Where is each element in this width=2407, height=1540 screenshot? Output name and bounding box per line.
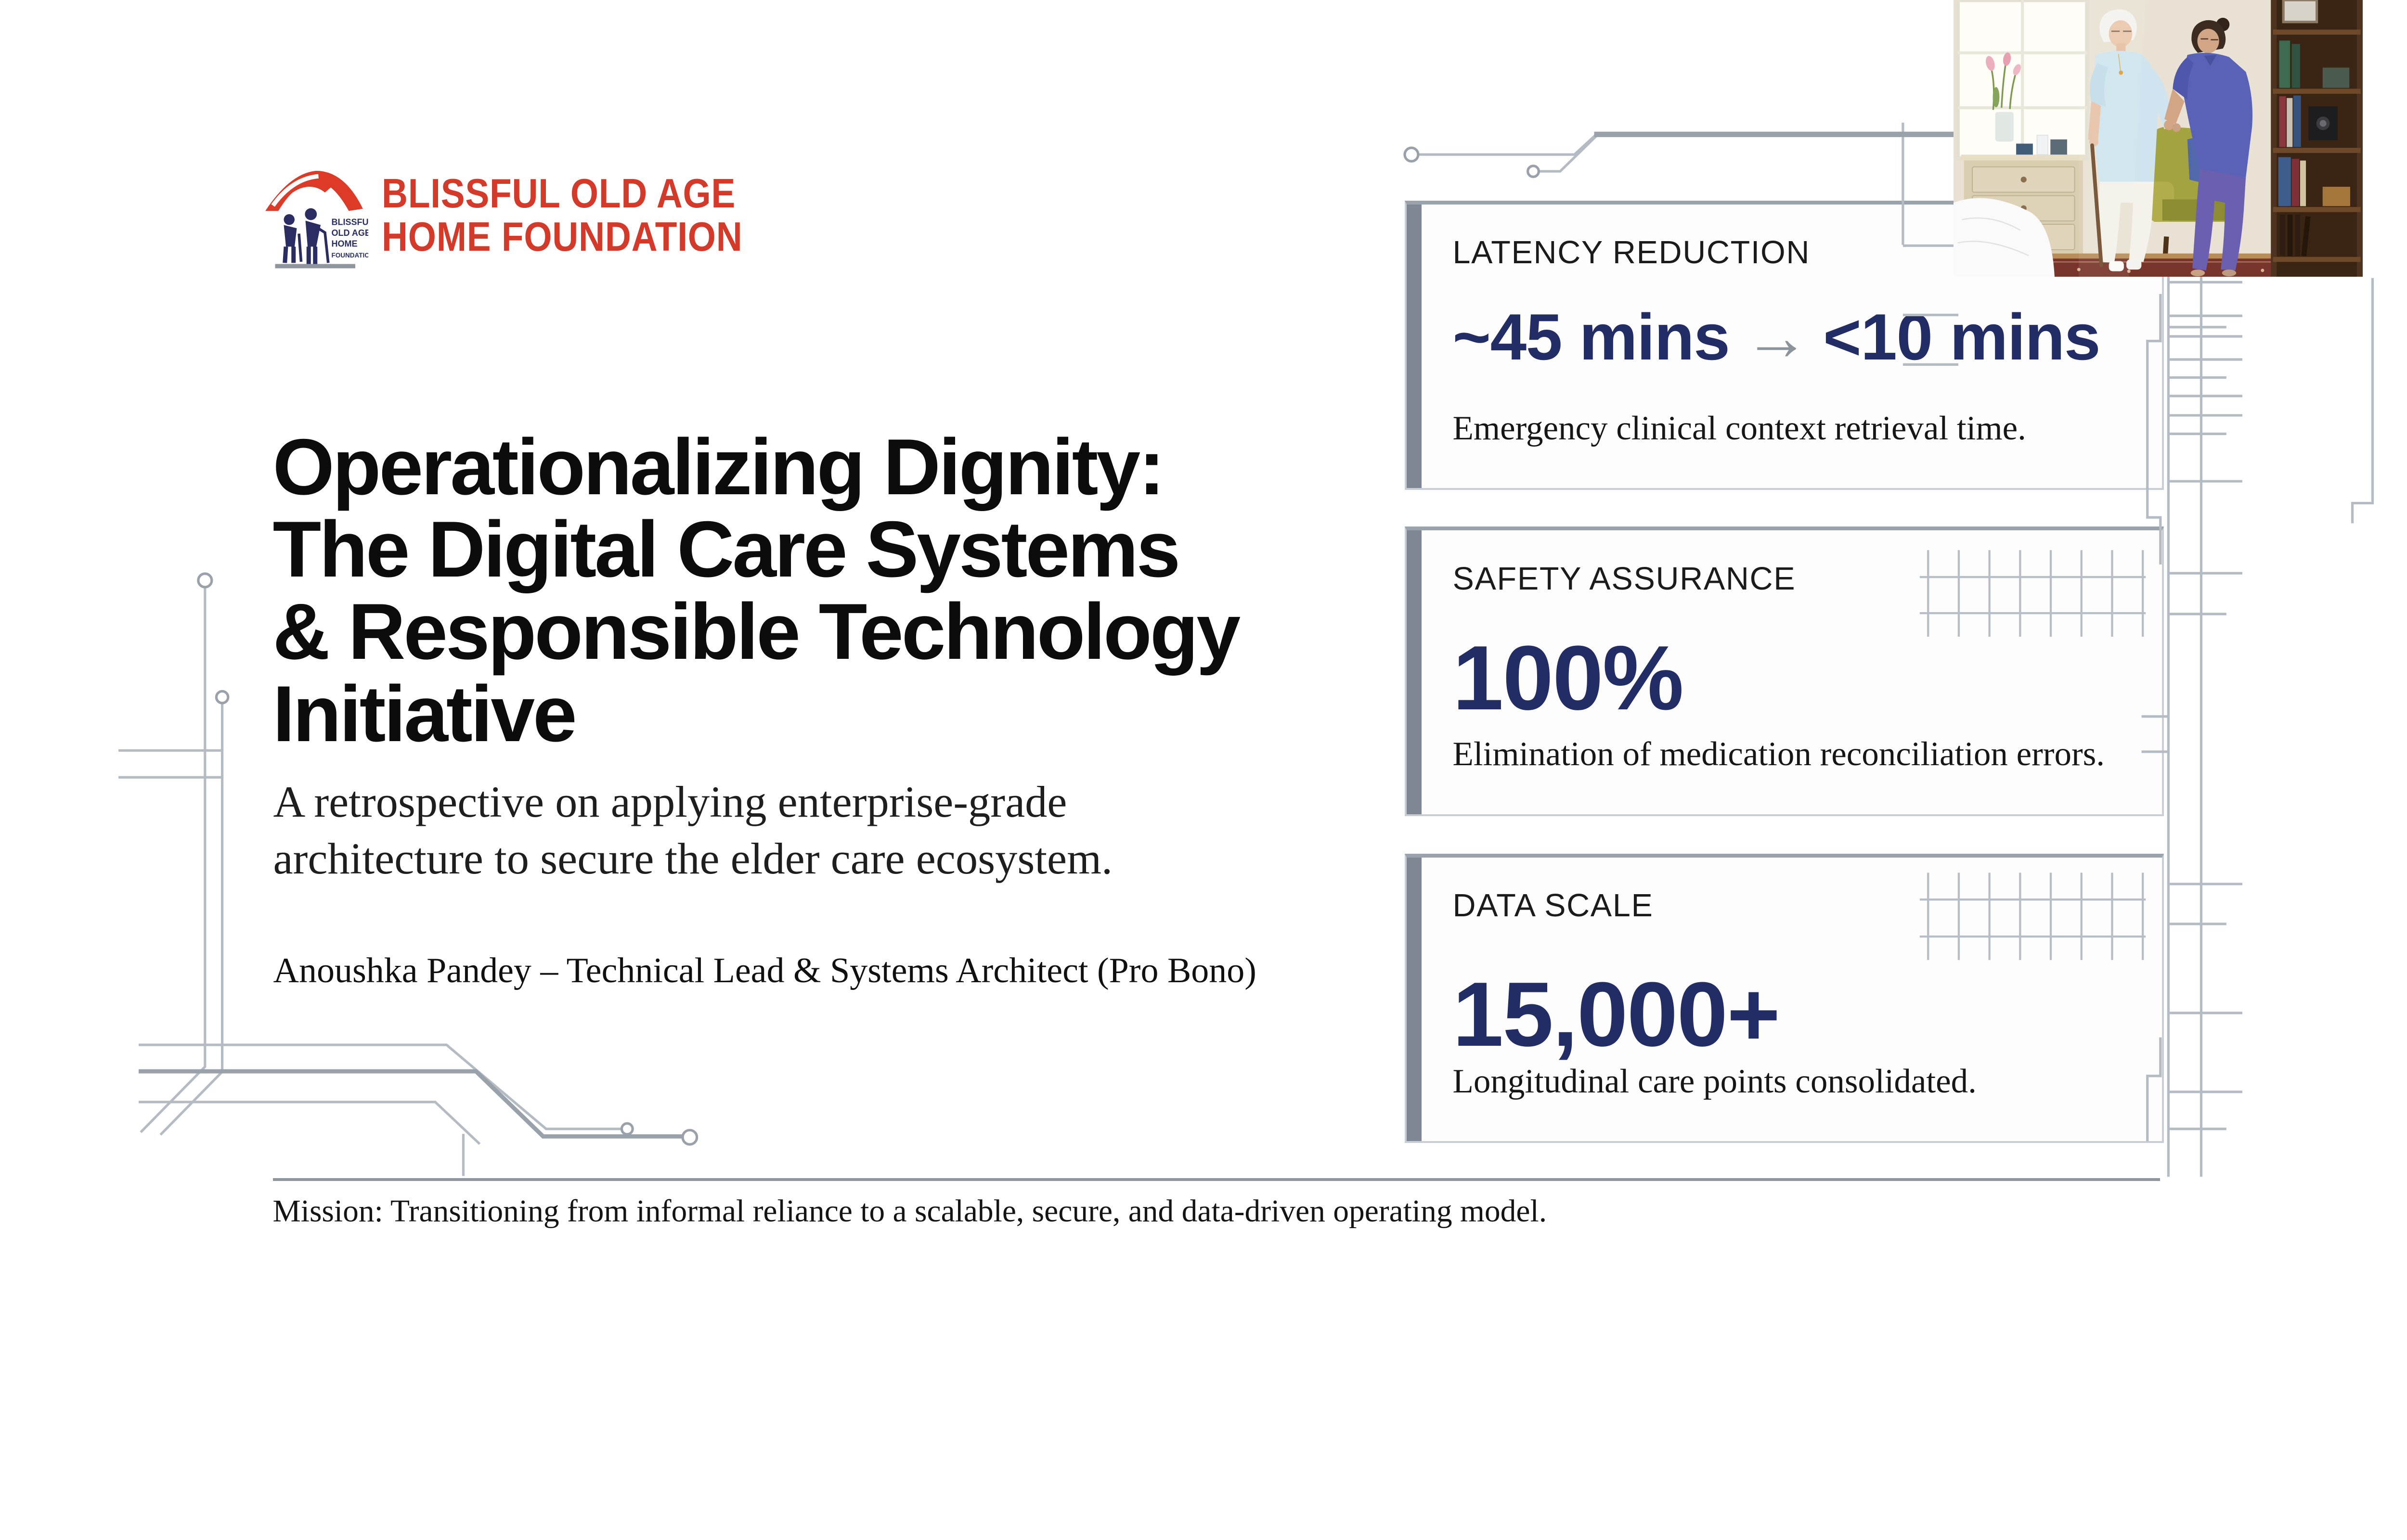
org-name-line-2: HOME FOUNDATION — [381, 214, 742, 260]
author-byline: Anoushka Pandey – Technical Lead & Syste… — [273, 951, 1256, 990]
footer-divider — [272, 1178, 2160, 1181]
logo-icon-text: FOUNDATION — [332, 252, 369, 259]
stat-description: Emergency clinical context retrieval tim… — [1452, 409, 2026, 447]
trace-node — [1527, 165, 1540, 179]
photo-flowers — [1985, 52, 2021, 142]
trace-node — [1403, 146, 1420, 163]
trace-node — [620, 1122, 634, 1136]
stat-value: 15,000+ — [1452, 963, 1781, 1065]
stat-description: Longitudinal care points consolidated. — [1452, 1062, 1977, 1100]
stat-value: 100% — [1452, 627, 1684, 729]
logo-icon-text: BLISSFUL — [332, 218, 369, 227]
logo-icon-text: OLD AGE — [332, 228, 369, 238]
stat-card-data-scale: DATA SCALE 15,000+ Longitudinal care poi… — [1404, 853, 2164, 1143]
arrow-right-icon: → — [1744, 300, 1810, 373]
title-line-1: Operationalizing Dignity: — [272, 423, 1165, 511]
photo-cane — [2090, 143, 2103, 268]
caregiver-photo — [1953, 0, 2363, 277]
stat-value: ~45 mins → <10 mins — [1452, 299, 2101, 374]
org-logo: BLISSFUL OLD AGE HOME FOUNDATION BLISSFU… — [260, 159, 791, 270]
photo-caregiver — [2163, 17, 2252, 277]
trace-node — [681, 1129, 699, 1146]
photo-bookshelf — [2270, 0, 2363, 277]
photo-window — [1955, 0, 2089, 161]
stat-description: Elimination of medication reconciliation… — [1452, 735, 2105, 773]
photo-picture-frame — [2282, 0, 2318, 24]
stat-value-to: <10 mins — [1823, 300, 2100, 373]
subtitle-line-1: A retrospective on applying enterprise-g… — [273, 777, 1067, 827]
title-line-2: The Digital Care Systems — [272, 505, 1181, 593]
stat-value-from: ~45 mins — [1452, 300, 1730, 373]
stat-card-safety: SAFETY ASSURANCE 100% Elimination of med… — [1404, 526, 2164, 816]
stat-label: LATENCY REDUCTION — [1452, 235, 1811, 270]
trace-node — [197, 572, 213, 589]
org-name-line-1: BLISSFUL OLD AGE — [381, 170, 736, 217]
slide: BLISSFUL OLD AGE HOME FOUNDATION BLISSFU… — [118, 0, 2374, 1229]
logo-icon-text: HOME — [332, 239, 358, 249]
subtitle-line-2: architecture to secure the elder care ec… — [273, 834, 1113, 884]
title-line-4: Initiative — [272, 669, 577, 758]
title-line-3: & Responsible Technology — [272, 587, 1241, 676]
stat-label: SAFETY ASSURANCE — [1452, 561, 1796, 597]
mission-statement: Mission: Transitioning from informal rel… — [272, 1194, 1547, 1229]
trace-node — [215, 690, 230, 705]
stat-label: DATA SCALE — [1452, 888, 1654, 924]
photo-bed — [1953, 198, 2055, 277]
page-title: Operationalizing Dignity: The Digital Ca… — [272, 423, 1241, 758]
subtitle: A retrospective on applying enterprise-g… — [273, 774, 1113, 887]
org-logotype: BLISSFUL OLD AGE HOME FOUNDATION — [382, 172, 742, 259]
old-age-home-logo-icon: BLISSFUL OLD AGE HOME FOUNDATION — [265, 171, 369, 269]
